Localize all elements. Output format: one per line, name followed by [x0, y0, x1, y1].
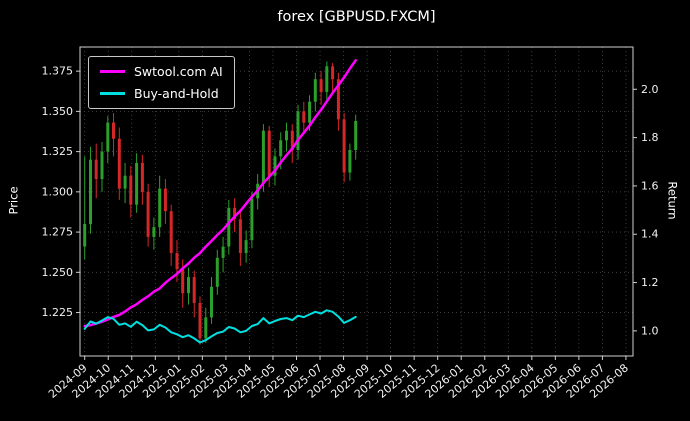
left-tick-label: 1.325	[42, 145, 74, 158]
plot-border	[79, 46, 634, 357]
legend-label-buy-and-hold: Buy-and-Hold	[134, 86, 219, 101]
candle-body	[354, 121, 358, 150]
candle-body	[267, 130, 271, 176]
candle-body	[89, 159, 92, 225]
candle-body	[210, 286, 213, 318]
candle-body	[238, 219, 242, 253]
candle-body	[313, 79, 317, 102]
candle-body	[100, 151, 104, 179]
candle-body	[152, 227, 156, 237]
right-axis-label: Return	[665, 181, 680, 220]
candle-body	[296, 111, 300, 150]
left-axis-label: Price	[6, 186, 21, 215]
candle-body	[325, 66, 329, 92]
candle-body	[140, 162, 144, 192]
candle-body	[331, 66, 335, 80]
left-tick-label: 1.250	[42, 266, 74, 279]
candle-body	[221, 246, 225, 258]
candle-body	[106, 122, 110, 152]
left-tick-label: 1.275	[42, 226, 74, 239]
left-tick-label: 1.300	[42, 185, 74, 198]
candle-body	[129, 175, 133, 205]
legend-item-ai: Swtool.com AI	[100, 64, 223, 79]
candle-body	[181, 269, 185, 294]
right-tick-label: 1.8	[641, 131, 659, 144]
candle-body	[123, 175, 127, 189]
right-tick-label: 1.4	[641, 228, 659, 241]
buy-and-hold-line-swatch	[100, 92, 125, 95]
candle-body	[290, 130, 294, 150]
candle-body	[285, 130, 288, 141]
candle-body	[175, 253, 179, 270]
candle-body	[169, 211, 173, 253]
candle-body	[117, 138, 121, 189]
left-tick-label: 1.225	[42, 306, 74, 319]
series-line-ai	[83, 59, 357, 328]
candle-body	[348, 150, 352, 173]
right-tick-label: 1.0	[641, 324, 659, 337]
left-tick-label: 1.350	[42, 105, 74, 118]
candle-body	[198, 302, 202, 339]
left-tick-label: 1.375	[42, 65, 74, 78]
candle-body	[233, 207, 237, 220]
right-tick-label: 2.0	[641, 83, 659, 96]
candle-body	[302, 111, 306, 123]
candle-body	[192, 277, 196, 303]
legend-label-ai: Swtool.com AI	[134, 64, 223, 79]
series-line-buy-and-hold	[83, 309, 357, 344]
candle-body	[204, 317, 208, 339]
legend: Swtool.com AI Buy-and-Hold	[88, 56, 235, 109]
candle-body	[187, 277, 190, 294]
right-tick-label: 1.6	[641, 179, 659, 192]
candle-body	[227, 207, 231, 247]
ai-line-swatch	[100, 70, 125, 73]
chart-title: forex [GBPUSD.FXCM]	[277, 9, 436, 25]
candle-body	[112, 122, 115, 139]
candle-body	[279, 140, 283, 157]
candle-body	[163, 188, 167, 212]
candle-body	[250, 198, 254, 241]
candle-body	[94, 159, 98, 179]
legend-item-buy-and-hold: Buy-and-Hold	[100, 86, 223, 101]
candle-body	[244, 240, 248, 253]
candle-body	[135, 162, 139, 205]
candle-body	[319, 79, 323, 93]
right-tick-label: 1.2	[641, 276, 659, 289]
candle-body	[83, 224, 87, 247]
candle-body	[215, 257, 219, 287]
candle-body	[342, 119, 346, 173]
candle-body	[273, 156, 277, 176]
candle-body	[146, 191, 150, 237]
candle-body	[308, 101, 312, 123]
candle-body	[158, 188, 162, 228]
candle-body	[261, 130, 265, 184]
candle-body	[336, 79, 340, 120]
